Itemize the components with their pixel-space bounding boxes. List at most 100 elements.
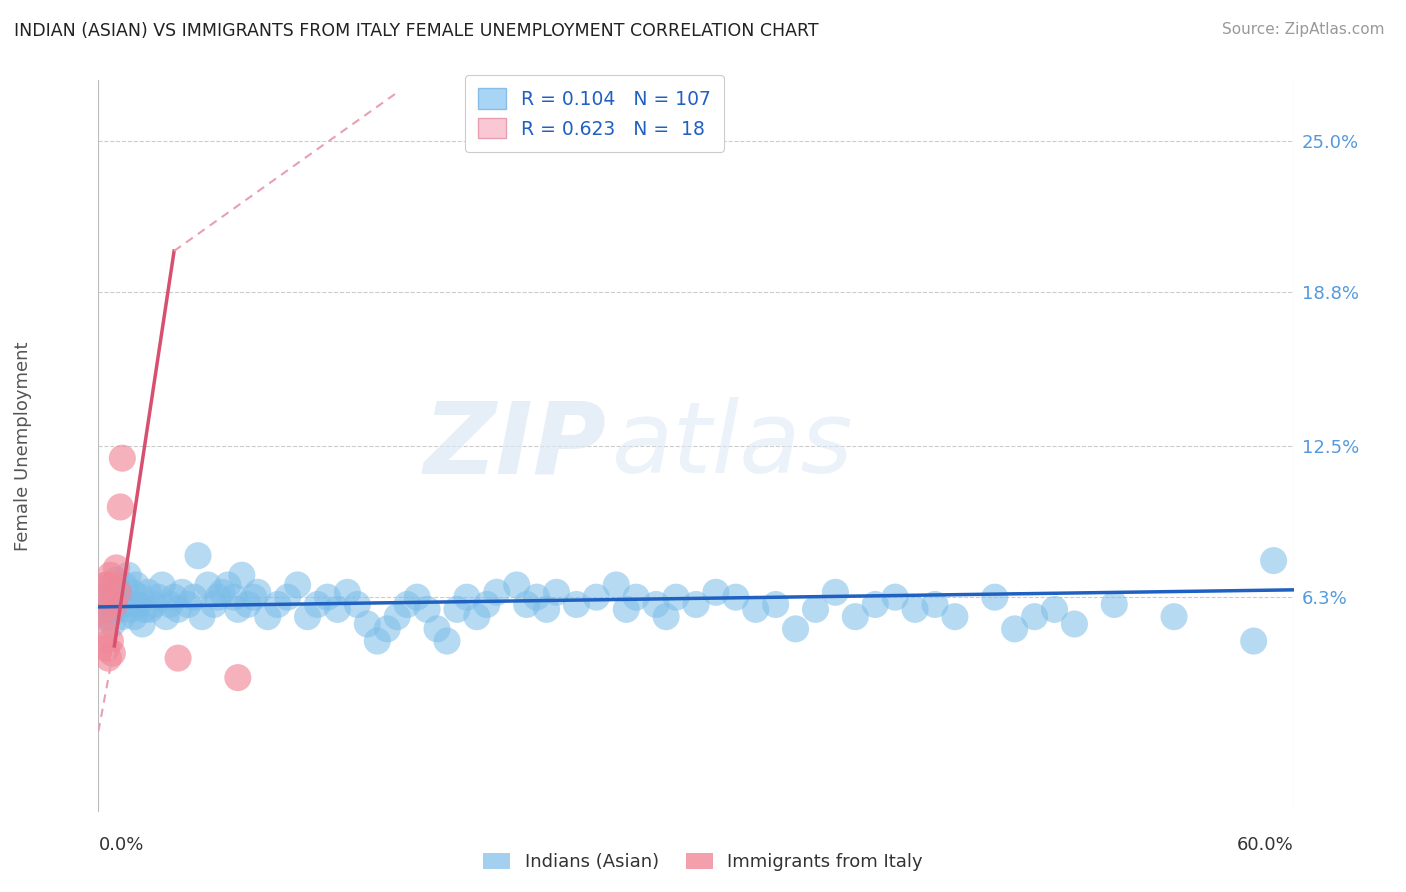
Point (98, 598, 122, 612)
Point (101, 578, 124, 592)
Point (665, 590, 688, 604)
Point (110, 590, 132, 604)
Point (366, 634, 388, 648)
Point (475, 598, 498, 612)
Point (396, 598, 419, 612)
Point (159, 598, 181, 612)
Point (356, 617, 378, 632)
Point (585, 590, 607, 604)
Point (127, 598, 149, 612)
Point (105, 561, 128, 575)
Point (346, 598, 368, 612)
Text: 0.0%: 0.0% (98, 836, 143, 855)
Point (326, 602, 349, 616)
Text: 60.0%: 60.0% (1237, 836, 1294, 855)
Point (844, 609, 866, 624)
Point (943, 609, 966, 624)
Text: Female Unemployment: Female Unemployment (14, 342, 32, 550)
Point (446, 602, 468, 616)
Point (385, 609, 409, 624)
Point (107, 585, 129, 599)
Point (406, 590, 429, 604)
Point (506, 578, 529, 592)
Point (207, 590, 229, 604)
Point (93, 609, 115, 624)
Point (626, 590, 648, 604)
Point (246, 585, 269, 599)
Point (226, 602, 249, 616)
Point (191, 609, 214, 624)
Point (96, 641, 118, 656)
Point (98, 568, 122, 582)
Point (277, 590, 299, 604)
Point (536, 602, 558, 616)
Point (124, 609, 146, 624)
Point (785, 622, 807, 636)
Point (93, 626, 115, 640)
Point (125, 578, 148, 592)
Text: INDIAN (ASIAN) VS IMMIGRANTS FROM ITALY FEMALE UNEMPLOYMENT CORRELATION CHART: INDIAN (ASIAN) VS IMMIGRANTS FROM ITALY … (14, 22, 818, 40)
Point (1043, 602, 1066, 616)
Point (222, 590, 245, 604)
Point (287, 578, 309, 592)
Point (804, 602, 827, 616)
Point (904, 602, 927, 616)
Point (236, 598, 259, 612)
Point (231, 568, 253, 582)
Point (121, 585, 143, 599)
Point (436, 634, 458, 648)
Point (645, 598, 668, 612)
Point (655, 609, 678, 624)
Point (177, 598, 200, 612)
Point (134, 602, 156, 616)
Point (605, 578, 627, 592)
Point (416, 602, 439, 616)
Point (685, 598, 707, 612)
Point (117, 568, 139, 582)
Point (1104, 598, 1126, 612)
Point (150, 578, 173, 592)
Point (97, 609, 120, 624)
Legend: R = 0.104   N = 107, R = 0.623   N =  18: R = 0.104 N = 107, R = 0.623 N = 18 (465, 75, 724, 152)
Point (924, 598, 946, 612)
Point (97, 651, 120, 665)
Point (1063, 617, 1085, 632)
Point (526, 590, 548, 604)
Point (884, 590, 907, 604)
Point (1263, 553, 1285, 567)
Text: Source: ZipAtlas.com: Source: ZipAtlas.com (1222, 22, 1385, 37)
Point (202, 598, 225, 612)
Text: ZIP: ZIP (423, 398, 606, 494)
Point (120, 602, 142, 616)
Point (112, 578, 135, 592)
Point (131, 617, 153, 632)
Legend: Indians (Asian), Immigrants from Italy: Indians (Asian), Immigrants from Italy (475, 846, 931, 879)
Point (91, 590, 114, 604)
Point (97, 602, 120, 616)
Point (148, 590, 170, 604)
Point (984, 590, 1007, 604)
Point (724, 590, 747, 604)
Point (163, 590, 186, 604)
Point (217, 578, 239, 592)
Point (96, 578, 118, 592)
Point (187, 549, 209, 563)
Point (211, 585, 233, 599)
Point (167, 651, 190, 665)
Point (316, 590, 339, 604)
Point (267, 598, 290, 612)
Point (167, 602, 190, 616)
Point (129, 590, 152, 604)
Point (197, 578, 219, 592)
Point (456, 590, 478, 604)
Point (172, 585, 194, 599)
Point (103, 598, 125, 612)
Point (546, 585, 568, 599)
Point (1004, 622, 1026, 636)
Point (565, 598, 588, 612)
Point (824, 585, 846, 599)
Point (101, 617, 124, 632)
Point (614, 602, 637, 616)
Point (111, 451, 134, 466)
Point (256, 609, 278, 624)
